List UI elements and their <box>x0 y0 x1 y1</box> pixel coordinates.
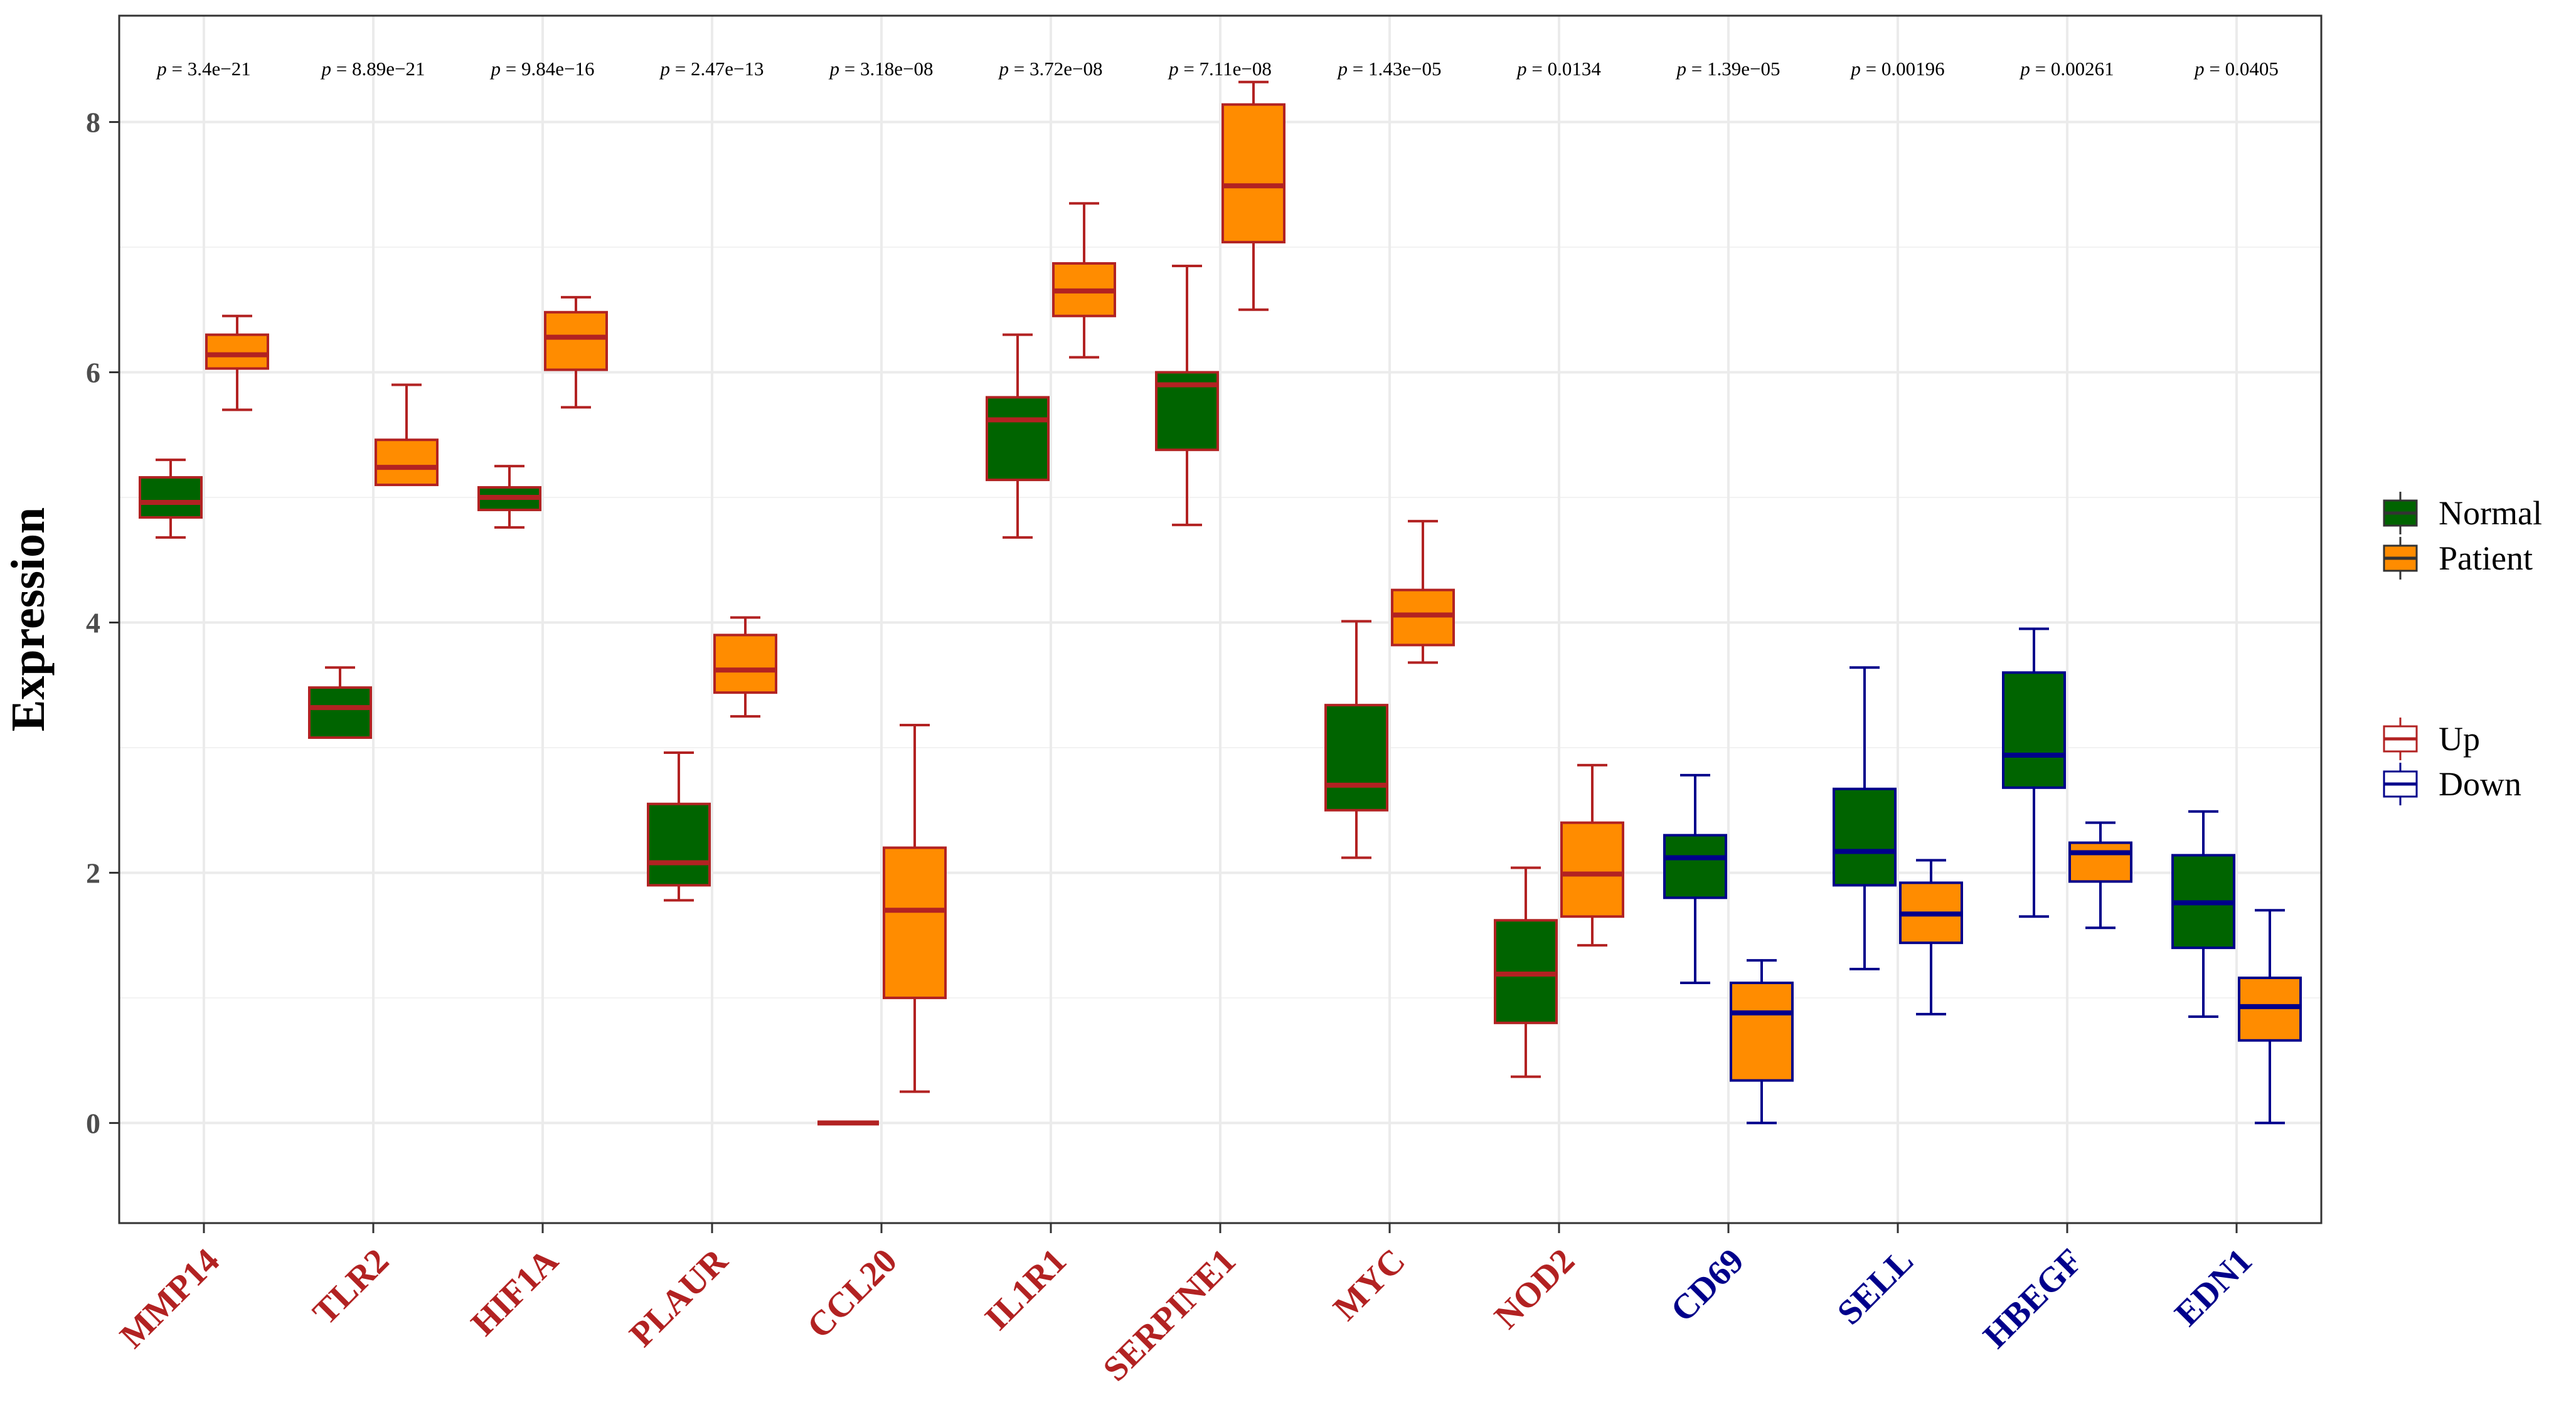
p-value-label: p = 0.0134 <box>1516 58 1601 80</box>
p-value-label: p = 3.18e−08 <box>829 58 934 80</box>
box-iqr <box>2068 841 2132 883</box>
p-value-label: p = 8.89e−21 <box>321 58 425 80</box>
p-value-label: p = 1.39e−05 <box>1676 58 1780 80</box>
x-tick-label: TLR2 <box>306 1241 397 1332</box>
x-tick-label: CD69 <box>1663 1241 1752 1330</box>
box-patient-edn1 <box>2238 909 2302 1125</box>
x-tick-label: NOD2 <box>1487 1241 1582 1337</box>
x-tick-label: EDN1 <box>2168 1241 2260 1333</box>
p-value-label: p = 0.00196 <box>1850 58 1944 80</box>
box-patient-myc <box>1391 519 1455 664</box>
box-normal-sell <box>1833 666 1897 971</box>
box-patient-mmp14 <box>205 314 269 411</box>
box-iqr <box>1560 821 1624 918</box>
p-value-label: p = 1.43e−05 <box>1337 58 1442 80</box>
p-value-label: p = 0.00261 <box>2019 58 2114 80</box>
box-patient-cd69 <box>1730 959 1794 1125</box>
legend-fill-patient: Patient <box>2383 537 2533 580</box>
legend-label: Patient <box>2439 539 2533 577</box>
box-patient-il1r1 <box>1052 202 1116 359</box>
box-normal-cd69 <box>1663 773 1727 984</box>
x-tick-label: SERPINE1 <box>1096 1241 1243 1389</box>
boxes <box>139 80 2302 1126</box>
legend-color-up: Up <box>2383 718 2480 760</box>
legend-fill-normal: Normal <box>2383 492 2542 534</box>
x-tick-label: PLAUR <box>622 1241 736 1355</box>
x-tick-label: HIF1A <box>464 1241 566 1344</box>
legend: Normal Patient Up Down <box>2383 492 2542 805</box>
box-normal-hbegf <box>2002 627 2066 918</box>
y-tick-label: 4 <box>86 607 100 639</box>
box-iqr <box>1663 834 1727 899</box>
grid-major <box>119 16 2321 1223</box>
box-normal-serpine1 <box>1155 264 1219 526</box>
box-iqr <box>1324 704 1388 812</box>
box-normal-mmp14 <box>139 459 203 539</box>
box-iqr <box>647 802 711 887</box>
y-axis-label: Expression <box>2 507 55 732</box>
box-normal-myc <box>1324 620 1388 859</box>
legend-label: Normal <box>2439 494 2542 532</box>
x-tick-label: CCL20 <box>800 1241 905 1346</box>
box-iqr <box>139 476 203 519</box>
p-value-label: p = 3.4e−21 <box>156 58 250 80</box>
x-tick-label: MMP14 <box>113 1241 227 1355</box>
box-patient-hbegf <box>2068 821 2132 930</box>
p-value-label: p = 3.72e−08 <box>998 58 1103 80</box>
p-value-label: p = 7.11e−08 <box>1168 58 1272 80</box>
y-axis: 0 2 4 6 8 <box>86 107 119 1139</box>
box-iqr <box>375 438 439 487</box>
box-patient-nod2 <box>1560 763 1624 947</box>
box-iqr <box>883 846 947 999</box>
y-tick-label: 0 <box>86 1107 100 1139</box>
x-tick-label: SELL <box>1830 1241 1921 1332</box>
legend-label: Up <box>2439 720 2480 758</box>
p-values: p = 3.4e−21 p = 8.89e−21 p = 9.84e−16 p = 2… <box>156 58 2279 80</box>
box-normal-hif1a <box>477 465 541 529</box>
y-tick-label: 8 <box>86 107 100 139</box>
x-tick-label: MYC <box>1326 1241 1412 1328</box>
legend-label: Down <box>2439 765 2521 803</box>
box-patient-hif1a <box>544 295 608 409</box>
box-iqr <box>1833 787 1897 887</box>
box-normal-edn1 <box>2171 810 2235 1018</box>
box-iqr <box>1730 981 1794 1082</box>
box-normal-nod2 <box>1494 866 1558 1078</box>
box-patient-ccl20 <box>883 724 947 1093</box>
box-patient-serpine1 <box>1221 80 1285 311</box>
p-value-label: p = 2.47e−13 <box>659 58 764 80</box>
p-value-label: p = 0.0405 <box>2193 58 2279 80</box>
box-patient-tlr2 <box>375 383 439 487</box>
box-iqr <box>713 633 777 694</box>
box-iqr <box>308 686 372 739</box>
p-value-label: p = 9.84e−16 <box>490 58 595 80</box>
x-tick-label: IL1R1 <box>977 1241 1074 1338</box>
box-normal-plaur <box>647 751 711 902</box>
box-normal-il1r1 <box>986 333 1050 539</box>
legend-color-down: Down <box>2383 763 2521 805</box>
y-tick-label: 6 <box>86 357 100 389</box>
y-tick-label: 2 <box>86 857 100 889</box>
box-iqr <box>205 333 269 370</box>
box-iqr <box>1221 103 1285 244</box>
box-iqr <box>2002 671 2066 789</box>
x-tick-label: HBEGF <box>1976 1241 2090 1355</box>
box-iqr <box>544 310 608 371</box>
x-axis: MMP14 TLR2 HIF1A PLAUR CCL20 IL1R1 SERPINE1 MYC… <box>113 1223 2260 1389</box>
box-patient-plaur <box>713 616 777 718</box>
box-patient-sell <box>1899 859 1963 1015</box>
box-normal-tlr2 <box>308 666 372 739</box>
box-iqr <box>986 396 1050 482</box>
